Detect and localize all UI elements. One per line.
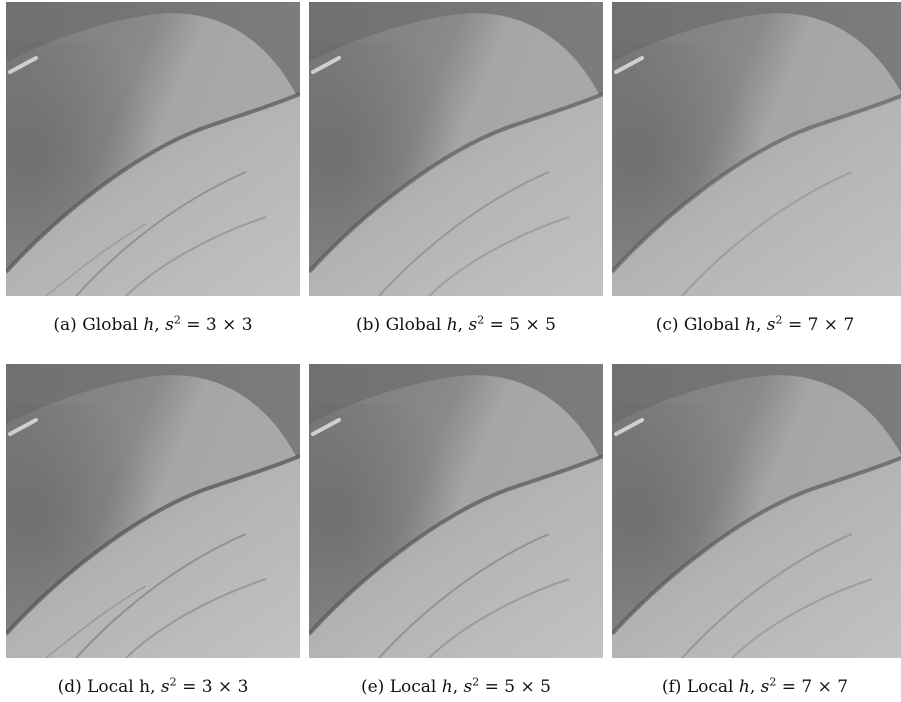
denoised-image-f [612, 364, 901, 658]
caption-d: (d) Local h, s2 = 3 × 3 [6, 676, 300, 698]
panel-e-image [309, 364, 603, 658]
denoised-image-a [6, 2, 300, 296]
caption-a-exp: 2 [173, 313, 181, 327]
panel-d-image [6, 364, 300, 658]
caption-c-param: h [745, 315, 756, 335]
denoised-image-e [309, 364, 603, 658]
caption-c-sep: , [755, 315, 762, 335]
caption-e-label: (e) Local [360, 677, 437, 697]
caption-e-var: s [463, 677, 473, 697]
denoised-image-c [612, 2, 901, 296]
caption-f-exp: 2 [769, 675, 777, 689]
caption-a-eq: = 3 × 3 [186, 315, 253, 335]
caption-b-var: s [468, 315, 478, 335]
caption-a-label: (a) Global [53, 315, 138, 335]
caption-f-label: (f) Local [661, 677, 734, 697]
panel-b-image [309, 2, 603, 296]
caption-d-eq: = 3 × 3 [182, 677, 249, 697]
caption-e-exp: 2 [472, 675, 480, 689]
panel-f-image [612, 364, 901, 658]
caption-a: (a) Global h, s2 = 3 × 3 [6, 314, 300, 336]
caption-d-label: (d) Local h, [57, 677, 156, 697]
caption-e: (e) Local h, s2 = 5 × 5 [309, 676, 603, 698]
caption-b-exp: 2 [477, 313, 485, 327]
caption-f-eq: = 7 × 7 [781, 677, 849, 697]
caption-c: (c) Global h, s2 = 7 × 7 [608, 314, 901, 336]
caption-e-param: h [441, 677, 453, 697]
caption-a-param: h [143, 315, 155, 335]
caption-f: (f) Local h, s2 = 7 × 7 [608, 676, 901, 698]
caption-f-var: s [760, 677, 770, 697]
caption-c-var: s [766, 315, 776, 335]
denoised-image-d [6, 364, 300, 658]
caption-d-exp: 2 [169, 675, 177, 689]
panel-a-image [6, 2, 300, 296]
caption-e-sep: , [452, 677, 459, 697]
caption-d-var: s [160, 677, 170, 697]
caption-c-label: (c) Global [655, 315, 740, 335]
caption-b-eq: = 5 × 5 [489, 315, 556, 335]
caption-e-eq: = 5 × 5 [484, 677, 551, 697]
caption-f-sep: , [749, 677, 756, 697]
caption-c-eq: = 7 × 7 [787, 315, 855, 335]
caption-b: (b) Global h, s2 = 5 × 5 [309, 314, 603, 336]
caption-b-param: h [446, 315, 458, 335]
caption-b-label: (b) Global [356, 315, 442, 335]
caption-a-var: s [165, 315, 174, 335]
caption-b-sep: , [457, 315, 464, 335]
caption-f-param: h [738, 677, 750, 697]
panel-c-image [612, 2, 901, 296]
caption-a-sep: , [154, 315, 160, 335]
denoised-image-b [309, 2, 603, 296]
caption-c-exp: 2 [775, 313, 783, 327]
